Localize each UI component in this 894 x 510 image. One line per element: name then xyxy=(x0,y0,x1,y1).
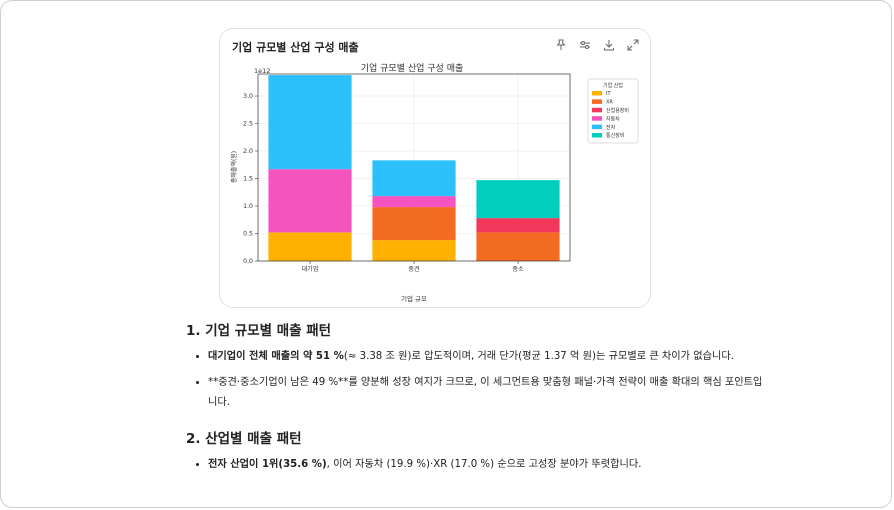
y-tick-label: 1.0 xyxy=(243,203,253,210)
bullet-bold: 전자 산업이 1위(35.6 %) xyxy=(208,459,327,470)
bar-segment xyxy=(372,240,456,261)
card-title: 기업 규모별 산업 구성 매출 xyxy=(232,41,359,54)
section-2-title: 2. 산업별 매출 패턴 xyxy=(186,431,302,447)
section-1-list: 대기업이 전체 매출의 약 51 %(≈ 3.38 조 원)로 압도적이며, 거… xyxy=(186,347,766,413)
bar-segment xyxy=(268,169,352,233)
section-2-list: 전자 산업이 1위(35.6 %), 이어 자동차 (19.9 %)·XR (1… xyxy=(186,455,766,475)
pin-icon[interactable] xyxy=(554,38,568,52)
bullet-text: , 이어 자동차 (19.9 %)·XR (17.0 %) 순으로 고성장 분야… xyxy=(326,459,642,470)
section-2-bullet-1: 전자 산업이 1위(35.6 %), 이어 자동차 (19.9 %)·XR (1… xyxy=(208,455,766,475)
settings-icon[interactable] xyxy=(578,38,592,52)
legend-swatch xyxy=(592,116,602,121)
legend-label: 통신장비 xyxy=(606,132,624,139)
bar-segment xyxy=(476,218,560,233)
bar-segment xyxy=(372,207,456,241)
download-icon[interactable] xyxy=(602,38,616,52)
legend-swatch xyxy=(592,91,602,96)
chart-title: 기업 규모별 산업 구성 매출 xyxy=(361,63,464,74)
plot-frame xyxy=(257,73,571,262)
y-tick-label: 0.0 xyxy=(243,258,253,265)
legend-swatch xyxy=(592,133,602,138)
legend-label: 전자 xyxy=(606,124,616,131)
chart-card: 기업 규모별 산업 구성 매출 기업 규모별 산업 구성 매출 1e12 0.0… xyxy=(219,28,651,308)
legend-label: XR xyxy=(606,100,613,106)
bar-segment xyxy=(268,75,352,170)
card-toolbar xyxy=(554,38,640,52)
expand-icon[interactable] xyxy=(626,38,640,52)
legend-label: 자동차 xyxy=(606,115,620,122)
legend-title: 기업 산업 xyxy=(603,82,623,89)
bar-segment xyxy=(476,232,560,261)
bar-segment xyxy=(476,180,560,219)
y-axis-label: 총매출액(원) xyxy=(230,151,238,183)
section-1-title: 1. 기업 규모별 매출 패턴 xyxy=(186,323,332,339)
y-tick-label: 3.0 xyxy=(243,93,253,100)
section-1-bullet-2: **중견·중소기업이 남은 49 %**를 양분해 성장 여지가 크므로, 이 … xyxy=(208,373,766,413)
bullet-text: (≈ 3.38 조 원)로 압도적이며, 거래 단가(평균 1.37 억 원)는… xyxy=(343,351,735,362)
y-tick-label: 2.0 xyxy=(243,148,253,155)
legend-label: 산업용장비 xyxy=(606,107,629,114)
bar-segment xyxy=(372,196,456,208)
legend-swatch xyxy=(592,99,602,104)
x-tick-label: 대기업 xyxy=(301,265,318,273)
y-offset-label: 1e12 xyxy=(254,67,270,75)
section-1-bullet-1: 대기업이 전체 매출의 약 51 %(≈ 3.38 조 원)로 압도적이며, 거… xyxy=(208,347,766,367)
x-tick-label: 중소 xyxy=(512,266,524,273)
legend-swatch xyxy=(592,124,602,130)
legend-label: IT xyxy=(606,91,611,97)
bullet-bold: 대기업이 전체 매출의 약 51 % xyxy=(208,351,344,362)
x-axis-label: 기업 규모 xyxy=(401,294,427,303)
analysis-text: 1. 기업 규모별 매출 패턴 대기업이 전체 매출의 약 51 %(≈ 3.3… xyxy=(186,319,766,481)
bar-segment xyxy=(268,232,352,261)
y-tick-label: 2.5 xyxy=(243,121,253,128)
y-tick-label: 0.5 xyxy=(243,231,253,238)
y-tick-label: 1.5 xyxy=(243,176,253,183)
x-tick-label: 중견 xyxy=(408,265,420,273)
legend-swatch xyxy=(592,107,602,113)
stacked-bar-chart: 기업 규모별 산업 구성 매출 1e12 0.0 0.5 1.0 1.5 2.0 2.5 3… xyxy=(230,63,639,303)
bar-segment xyxy=(372,160,456,197)
